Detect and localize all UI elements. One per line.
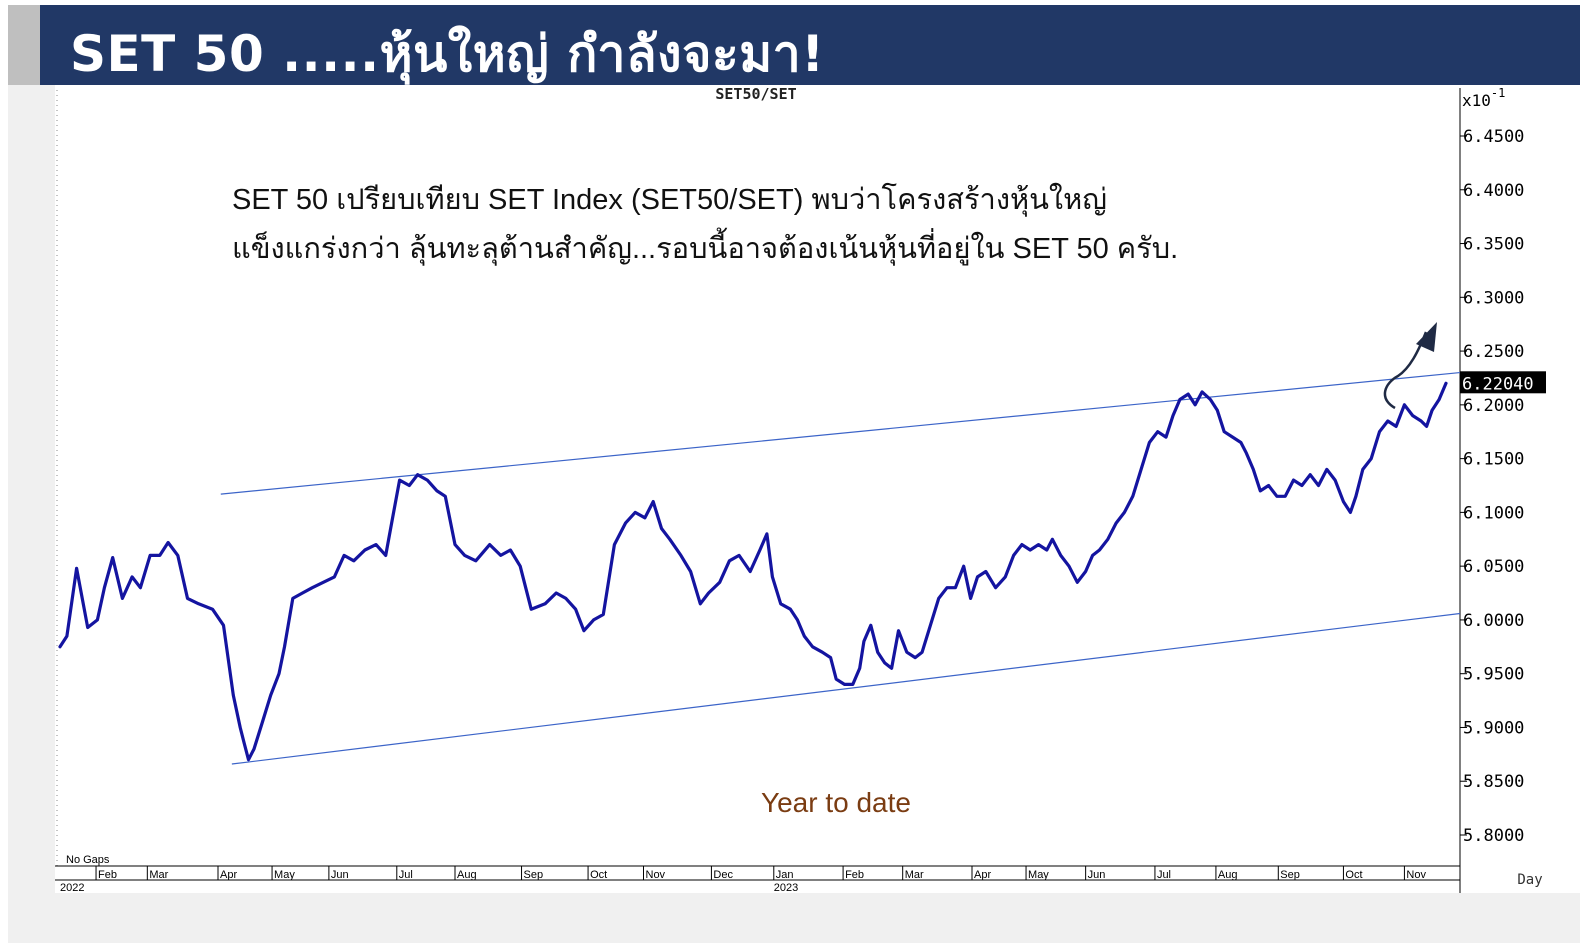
x-tick-label: May (1028, 869, 1049, 881)
trend-channel (220, 371, 1461, 765)
breakout-arrow (1383, 331, 1428, 410)
period-label: Year to date (761, 787, 911, 818)
title-banner: SET 50 .....หุ้นใหญ่ กำลังจะมา! (40, 5, 1580, 85)
x-tick-label: Aug (1218, 869, 1238, 881)
frequency-label: Day (1517, 872, 1542, 888)
x-axis-ticks: Feb Mar Apr May Jun Jul Aug Sep Oct Nov Dec Jan Feb M… (60, 866, 1426, 894)
y-tick-label: 6.1000 (1463, 503, 1524, 523)
y-tick-label: 6.2500 (1463, 342, 1524, 362)
channel-line (231, 612, 1461, 765)
x-tick-label: Feb (845, 869, 864, 881)
y-tick-label: 5.9000 (1463, 718, 1524, 738)
banner-title: SET 50 .....หุ้นใหญ่ กำลังจะมา! (70, 25, 825, 83)
y-tick-label: 6.0000 (1463, 611, 1524, 631)
y-tick-label: 6.3000 (1463, 288, 1524, 308)
x-tick-label: Jan (776, 869, 794, 881)
x-tick-label: Nov (646, 869, 666, 881)
gaps-label: No Gaps (66, 854, 110, 866)
x-tick-label: Nov (1406, 869, 1426, 881)
x-tick-label: Feb (98, 869, 117, 881)
y-scale-exponent: -1 (1491, 86, 1505, 100)
x-tick-label: Jul (399, 869, 413, 881)
x-tick-label: Jun (1088, 869, 1106, 881)
channel-line (220, 371, 1461, 495)
annotation-line-1: SET 50 เปรียบเทียบ SET Index (SET50/SET)… (232, 182, 1107, 217)
x-year-label: 2022 (60, 882, 84, 894)
x-tick-label: Dec (713, 869, 733, 881)
banner-accent (8, 5, 40, 85)
y-tick-label: 5.9500 (1463, 665, 1524, 685)
x-tick-label: Apr (974, 869, 991, 881)
x-tick-label: Mar (149, 869, 168, 881)
y-tick-label: 6.0500 (1463, 557, 1524, 577)
x-tick-label: Oct (1345, 869, 1362, 881)
x-tick-label: May (274, 869, 295, 881)
series-line (58, 381, 1448, 762)
x-tick-label: Oct (590, 869, 607, 881)
chart-title: SET50/SET (715, 85, 796, 103)
x-tick-label: Apr (220, 869, 237, 881)
y-tick-label: 6.3500 (1463, 235, 1524, 255)
x-tick-label: Sep (1280, 869, 1300, 881)
x-year-label: 2023 (774, 882, 798, 894)
x-tick-label: Jul (1157, 869, 1171, 881)
x-tick-label: Aug (457, 869, 477, 881)
chart-panel (55, 85, 1580, 893)
y-tick-label: 5.8500 (1463, 772, 1524, 792)
last-value-label: 6.22040 (1462, 374, 1534, 394)
y-tick-label: 6.4000 (1463, 181, 1524, 201)
y-tick-label: 6.4500 (1463, 127, 1524, 147)
annotation-line-2: แข็งแกร่งกว่า ลุ้นทะลุต้านสำคัญ...รอบนี้… (232, 227, 1178, 266)
last-value-box (1460, 371, 1546, 394)
y-axis-ticks: 6.4500 6.4000 6.3500 6.3000 6.2500 6.2000 6.15… (1460, 127, 1524, 846)
x-tick-label: Mar (905, 869, 924, 881)
y-tick-label: 6.1500 (1463, 450, 1524, 470)
y-scale-factor: x10-1 (1462, 86, 1505, 110)
y-tick-label: 6.2000 (1463, 396, 1524, 416)
y-tick-label: 5.8000 (1463, 826, 1524, 846)
x-tick-label: Jun (331, 869, 349, 881)
breakout-arrow-head (1416, 322, 1437, 352)
x-tick-label: Sep (524, 869, 544, 881)
y-scale-base: x10 (1462, 91, 1491, 110)
